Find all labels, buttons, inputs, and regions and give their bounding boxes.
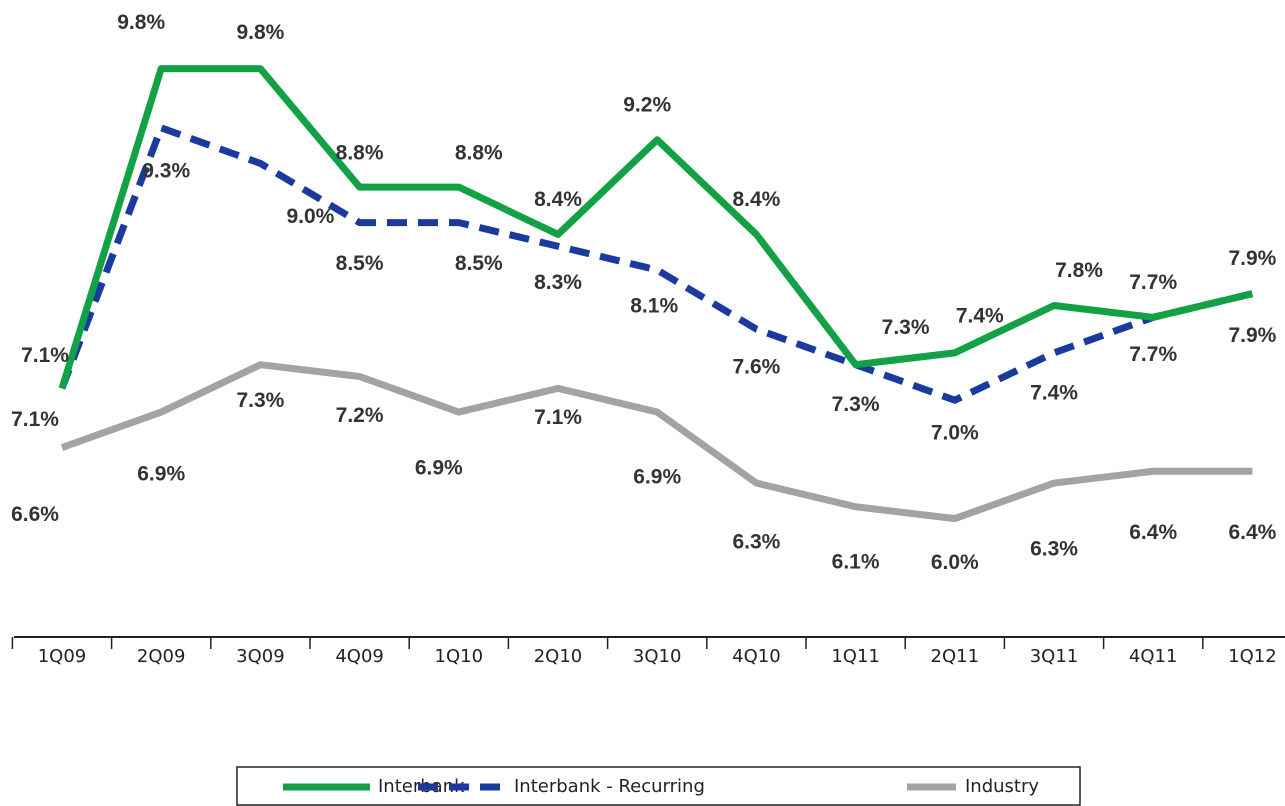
legend-label: Industry bbox=[965, 776, 1039, 797]
data-label: 7.8% bbox=[1055, 259, 1103, 282]
data-label: 6.9% bbox=[633, 466, 681, 489]
x-tick-label: 1Q11 bbox=[831, 646, 880, 667]
data-label: 6.3% bbox=[732, 531, 780, 554]
data-label: 8.4% bbox=[732, 188, 780, 211]
data-label: 9.0% bbox=[286, 205, 334, 228]
data-label: 8.5% bbox=[336, 252, 384, 275]
x-tick-label: 3Q10 bbox=[633, 646, 682, 667]
data-label: 7.1% bbox=[21, 344, 69, 367]
data-label: 6.9% bbox=[415, 457, 463, 480]
data-label: 7.4% bbox=[1030, 381, 1078, 404]
data-label: 9.8% bbox=[236, 21, 284, 44]
x-tick-label: 4Q10 bbox=[732, 646, 781, 667]
series-line bbox=[60, 361, 1253, 523]
data-label: 9.3% bbox=[142, 159, 190, 182]
data-label: 8.3% bbox=[534, 271, 582, 294]
data-label: 6.0% bbox=[931, 551, 979, 574]
data-label: 8.1% bbox=[630, 295, 678, 318]
data-label: 6.9% bbox=[137, 463, 185, 486]
data-label: 7.3% bbox=[882, 316, 930, 339]
data-label: 7.2% bbox=[336, 404, 384, 427]
data-label: 8.4% bbox=[534, 188, 582, 211]
x-tick-label: 3Q11 bbox=[1030, 646, 1079, 667]
data-label: 7.1% bbox=[534, 406, 582, 429]
x-tick-label: 3Q09 bbox=[236, 646, 285, 667]
data-label: 9.8% bbox=[117, 11, 165, 34]
data-label: 6.3% bbox=[1030, 538, 1078, 561]
data-label: 7.4% bbox=[956, 304, 1004, 327]
data-label: 6.4% bbox=[1228, 521, 1276, 544]
data-label: 7.6% bbox=[732, 356, 780, 379]
data-label: 7.9% bbox=[1228, 324, 1276, 347]
data-label: 7.7% bbox=[1129, 271, 1177, 294]
series-line bbox=[58, 65, 1254, 390]
data-label: 6.1% bbox=[832, 550, 880, 573]
data-label: 7.9% bbox=[1228, 247, 1276, 270]
x-tick-label: 1Q12 bbox=[1228, 646, 1277, 667]
data-label: 9.2% bbox=[623, 93, 671, 116]
data-label: 7.1% bbox=[11, 408, 59, 431]
data-label: 6.4% bbox=[1129, 521, 1177, 544]
x-tick-label: 1Q10 bbox=[435, 646, 484, 667]
x-tick-label: 2Q10 bbox=[534, 646, 583, 667]
data-label: 7.0% bbox=[931, 422, 979, 445]
legend-label: Interbank - Recurring bbox=[514, 776, 705, 797]
data-label: 8.5% bbox=[455, 252, 503, 275]
data-label: 6.6% bbox=[11, 503, 59, 526]
x-tick-label: 4Q11 bbox=[1129, 646, 1178, 667]
x-tick-label: 2Q09 bbox=[137, 646, 186, 667]
data-label: 7.3% bbox=[832, 393, 880, 416]
data-label: 7.7% bbox=[1129, 343, 1177, 366]
x-tick-label: 4Q09 bbox=[335, 646, 384, 667]
x-tick-label: 2Q11 bbox=[931, 646, 980, 667]
data-label: 8.8% bbox=[455, 142, 503, 165]
data-label: 8.8% bbox=[336, 142, 384, 165]
x-tick-label: 1Q09 bbox=[38, 646, 87, 667]
data-label: 7.3% bbox=[236, 389, 284, 412]
series-line bbox=[58, 124, 1254, 404]
